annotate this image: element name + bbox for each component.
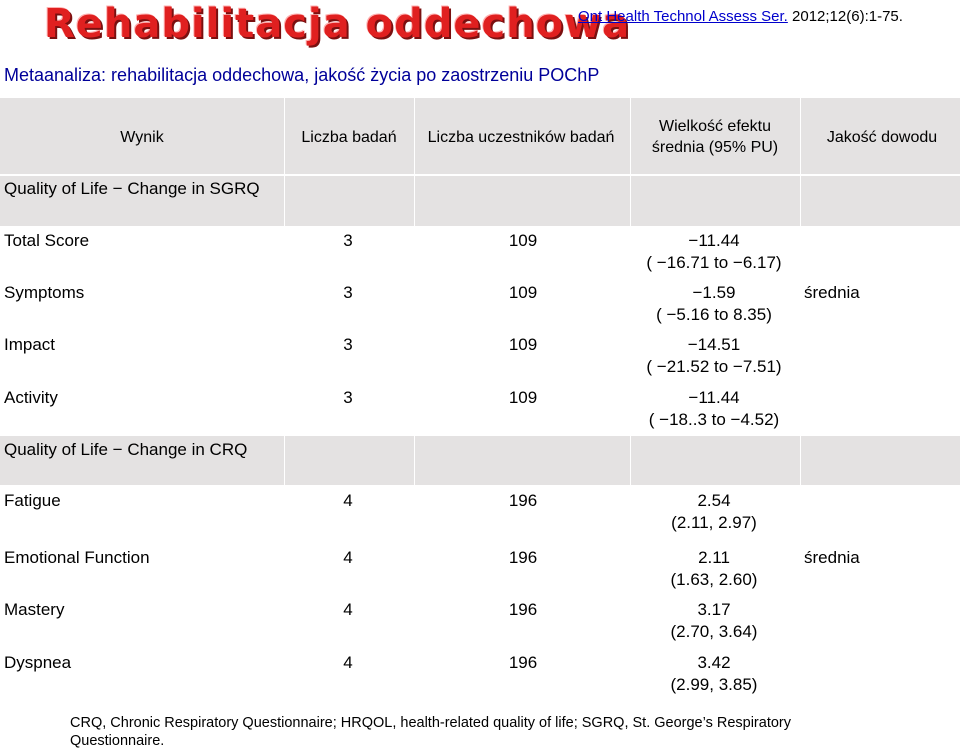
studies-cell: 3 bbox=[343, 283, 353, 302]
logo: Rehabilitacja oddechowa bbox=[44, 1, 631, 47]
participants-cell: 196 bbox=[508, 600, 538, 619]
outcome-cell: Symptoms bbox=[4, 283, 85, 302]
column-separator bbox=[800, 434, 801, 486]
column-separator bbox=[414, 434, 415, 486]
studies-cell: 4 bbox=[343, 653, 353, 672]
table-header-band bbox=[0, 98, 960, 226]
participants-cell: 109 bbox=[508, 231, 538, 250]
outcome-cell: Fatigue bbox=[4, 491, 61, 510]
column-separator bbox=[284, 98, 285, 226]
outcome-cell: Emotional Function bbox=[4, 548, 150, 567]
ci-cell: (2.70, 3.64) bbox=[670, 622, 758, 641]
outcome-cell: Activity bbox=[4, 388, 58, 407]
ci-cell: ( −5.16 to 8.35) bbox=[656, 305, 772, 324]
quality-cell-sgrq: średnia bbox=[804, 283, 860, 302]
studies-cell: 3 bbox=[343, 388, 353, 407]
ci-cell: ( −16.71 to −6.17) bbox=[646, 253, 782, 272]
participants-cell: 196 bbox=[508, 491, 538, 510]
effect-cell: −11.44 bbox=[688, 388, 740, 407]
quality-cell-crq: średnia bbox=[804, 548, 860, 567]
column-header-participants: Liczba uczestników badań bbox=[427, 129, 615, 146]
outcome-cell: Total Score bbox=[4, 231, 90, 250]
column-separator bbox=[800, 98, 801, 226]
ci-cell: ( −21.52 to −7.51) bbox=[646, 357, 782, 376]
participants-cell: 109 bbox=[508, 388, 538, 407]
effect-cell: −1.59 bbox=[692, 283, 736, 302]
effect-cell: 2.54 bbox=[697, 491, 731, 510]
studies-cell: 3 bbox=[343, 231, 353, 250]
effect-cell: −14.51 bbox=[687, 335, 741, 354]
section-title-sgrq: Quality of Life − Change in SGRQ bbox=[4, 179, 260, 198]
crq-band-bottom bbox=[0, 485, 960, 487]
column-header-studies: Liczba badań bbox=[301, 129, 397, 146]
column-separator bbox=[630, 434, 631, 486]
column-header-effect: Wielkość efektu średnia (95% PU) bbox=[630, 116, 800, 158]
column-separator bbox=[630, 98, 631, 226]
footnote: CRQ, Chronic Respiratory Questionnaire; … bbox=[70, 715, 791, 749]
page-title: Metaanaliza: rehabilitacja oddechowa, ja… bbox=[4, 65, 600, 85]
participants-cell: 196 bbox=[508, 548, 538, 567]
citation-link[interactable]: Ont Health Technol Assess Ser. bbox=[578, 8, 788, 25]
participants-cell: 109 bbox=[508, 335, 538, 354]
citation-details: 2012;12(6):1-75. bbox=[787, 8, 903, 25]
studies-cell: 4 bbox=[343, 548, 353, 567]
ci-cell: ( −18..3 to −4.52) bbox=[648, 410, 780, 429]
effect-cell: −11.44 bbox=[688, 231, 740, 250]
column-header-effect-line1: Wielkość efektu bbox=[658, 118, 772, 135]
column-separator bbox=[284, 434, 285, 486]
outcome-cell: Mastery bbox=[4, 600, 65, 619]
ci-cell: (2.11, 2.97) bbox=[671, 513, 757, 532]
effect-cell: 2.11 bbox=[698, 548, 730, 567]
studies-cell: 4 bbox=[343, 491, 353, 510]
ci-cell: (2.99, 3.85) bbox=[670, 675, 758, 694]
studies-cell: 4 bbox=[343, 600, 353, 619]
effect-cell: 3.42 bbox=[697, 653, 731, 672]
effect-cell: 3.17 bbox=[697, 600, 731, 619]
crq-band-top bbox=[0, 434, 960, 436]
studies-cell: 3 bbox=[343, 335, 353, 354]
column-header-quality: Jakość dowodu bbox=[826, 129, 938, 146]
participants-cell: 109 bbox=[508, 283, 538, 302]
participants-cell: 196 bbox=[508, 653, 538, 672]
section-title-crq: Quality of Life − Change in CRQ bbox=[4, 440, 248, 459]
column-header-effect-line2: średnia (95% PU) bbox=[651, 139, 779, 156]
column-separator bbox=[414, 98, 415, 226]
column-header-outcome: Wynik bbox=[120, 129, 164, 146]
outcome-cell: Impact bbox=[4, 335, 56, 354]
outcome-cell: Dyspnea bbox=[4, 653, 72, 672]
citation: Ont Health Technol Assess Ser. 2012;12(6… bbox=[578, 8, 903, 26]
header-divider bbox=[0, 174, 960, 176]
ci-cell: (1.63, 2.60) bbox=[670, 570, 758, 589]
